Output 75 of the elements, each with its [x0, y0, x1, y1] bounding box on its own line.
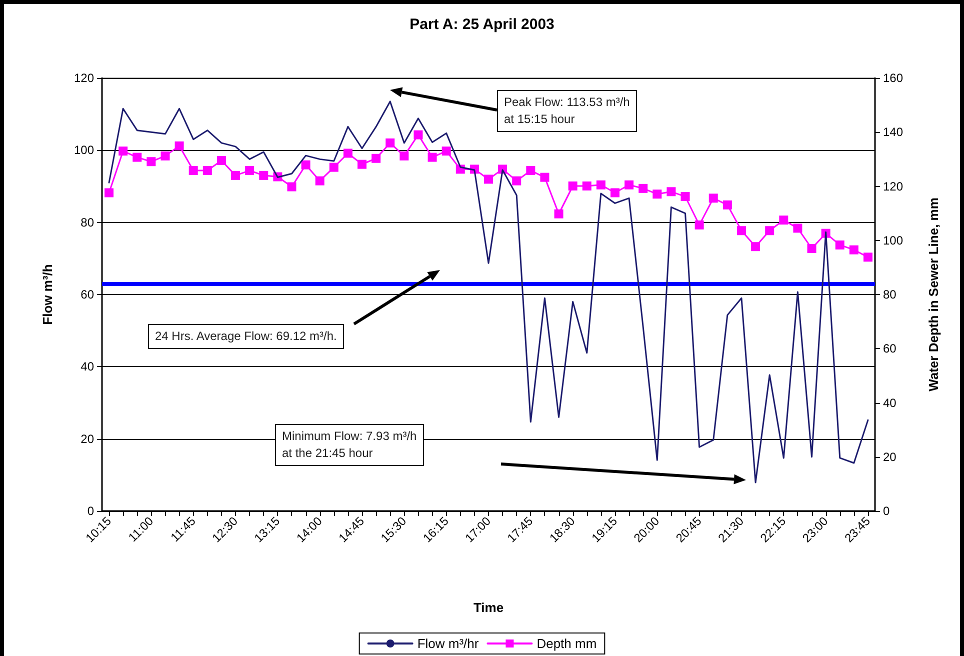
- point: [554, 209, 564, 218]
- y2-tick-label: 140: [883, 125, 904, 140]
- point: [863, 252, 872, 262]
- point: [259, 170, 268, 180]
- point: [722, 200, 732, 210]
- point: [231, 170, 240, 180]
- y-tick-label: 60: [80, 288, 94, 302]
- legend-label: Depth mm: [536, 636, 597, 651]
- y2-tick-label: 160: [883, 71, 904, 85]
- point: [315, 176, 324, 186]
- point: [512, 176, 522, 186]
- point: [329, 162, 338, 172]
- annotation: Minimum Flow: 7.93 m³/h at the 21:45 hour: [275, 424, 424, 466]
- point: [751, 242, 760, 252]
- point: [414, 130, 423, 140]
- annotation: Peak Flow: 113.53 m³/h at 15:15 hour: [497, 90, 637, 132]
- point: [765, 226, 774, 236]
- point: [807, 244, 816, 253]
- point: [708, 194, 718, 203]
- point: [202, 166, 212, 176]
- point: [245, 166, 254, 176]
- point: [835, 240, 844, 250]
- y-tick-label: 120: [74, 71, 94, 85]
- point: [666, 187, 676, 196]
- y2-tick-label: 0: [883, 504, 890, 518]
- point: [779, 216, 788, 225]
- point: [287, 182, 296, 192]
- point: [694, 220, 704, 230]
- x-axis-title: Time: [473, 600, 504, 615]
- point: [343, 148, 352, 158]
- point: [118, 146, 128, 156]
- point: [736, 226, 746, 236]
- point: [442, 146, 451, 156]
- point: [146, 157, 156, 166]
- y2-tick-label: 80: [883, 288, 897, 302]
- y-tick-label: 0: [87, 504, 94, 518]
- point: [216, 156, 226, 166]
- y2-tick-label: 40: [883, 396, 897, 410]
- point: [849, 245, 858, 254]
- point: [160, 151, 170, 160]
- point: [568, 181, 578, 190]
- point: [652, 190, 662, 199]
- annotation: 24 Hrs. Average Flow: 69.12 m³/h.: [148, 324, 344, 349]
- point: [484, 174, 493, 184]
- point: [582, 181, 592, 190]
- y2-axis-title: Water Depth in Sewer Line, mm: [926, 198, 941, 392]
- point: [680, 192, 690, 202]
- point: [386, 138, 395, 148]
- y-tick-label: 80: [80, 215, 94, 230]
- y-tick-label: 20: [80, 432, 94, 446]
- y2-tick-label: 100: [883, 233, 904, 248]
- point: [372, 154, 381, 163]
- y-tick-label: 40: [80, 360, 94, 374]
- point: [400, 151, 409, 160]
- point: [526, 166, 536, 176]
- point: [610, 188, 620, 198]
- point: [624, 180, 634, 190]
- point: [301, 160, 310, 170]
- point: [358, 160, 367, 169]
- point: [596, 180, 606, 190]
- point: [188, 166, 198, 176]
- point: [793, 224, 802, 233]
- y2-tick-label: 120: [883, 179, 904, 194]
- point: [540, 172, 550, 182]
- y2-tick-label: 60: [883, 342, 897, 356]
- chart-title: Part A: 25 April 2003: [410, 16, 554, 33]
- y-axis-title: Flow m³/h: [40, 264, 55, 325]
- point: [638, 184, 648, 193]
- legend-label: Flow m³/hr: [417, 636, 480, 651]
- y-tick-label: 100: [74, 143, 94, 158]
- point: [174, 141, 184, 150]
- point: [428, 152, 437, 162]
- point: [104, 188, 114, 198]
- y2-tick-label: 20: [883, 450, 897, 464]
- point: [132, 152, 142, 162]
